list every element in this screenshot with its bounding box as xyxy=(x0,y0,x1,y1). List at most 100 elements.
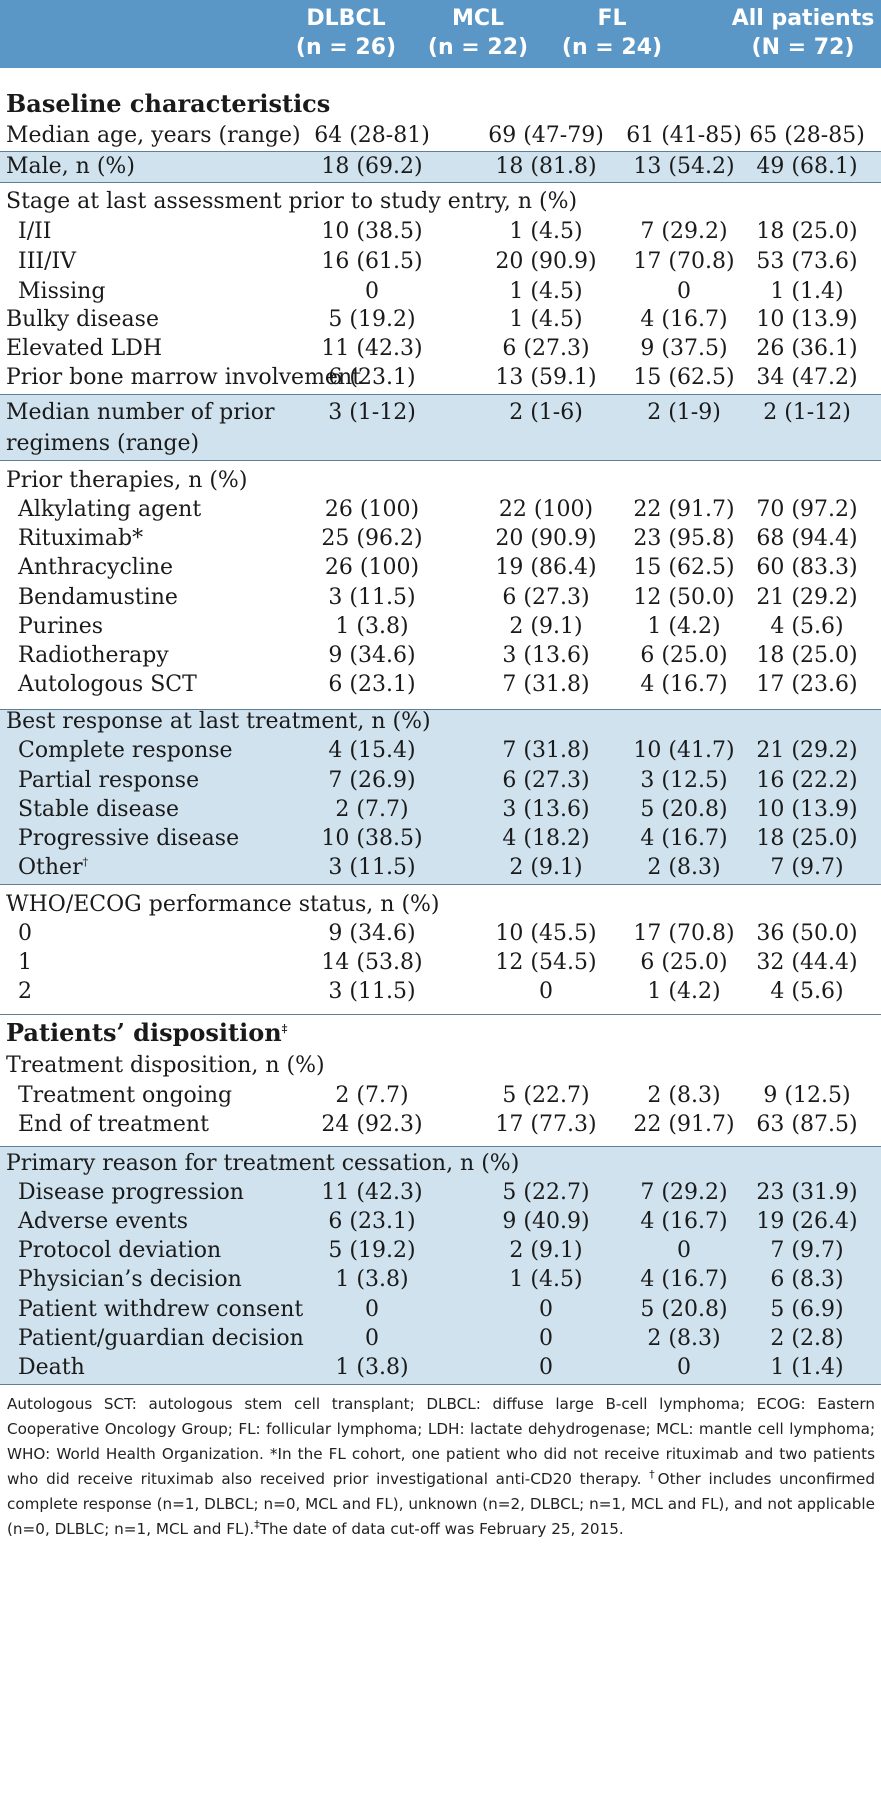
row-heading: Stage at last assessment prior to study … xyxy=(6,189,578,214)
cell-fl: 1 (4.2) xyxy=(647,614,721,639)
cell-mcl: 1 (4.5) xyxy=(509,219,583,244)
cell-fl: 5 (20.8) xyxy=(640,1297,728,1322)
cell-all: 19 (26.4) xyxy=(756,1209,858,1234)
cell-dlbcl: 9 (34.6) xyxy=(328,921,416,946)
cell-fl: 4 (16.7) xyxy=(640,672,728,697)
row-label: Radiotherapy xyxy=(18,643,169,668)
table-row: Purines 1 (3.8) 2 (9.1) 1 (4.2) 4 (5.6) xyxy=(0,611,881,642)
table-row: Protocol deviation 5 (19.2) 2 (9.1) 0 7 … xyxy=(0,1235,881,1266)
cell-fl: 4 (16.7) xyxy=(640,307,728,332)
cell-dlbcl: 3 (11.5) xyxy=(328,979,416,1004)
table-row: Autologous SCT 6 (23.1) 7 (31.8) 4 (16.7… xyxy=(0,669,881,700)
table-row: I/II 10 (38.5) 1 (4.5) 7 (29.2) 18 (25.0… xyxy=(0,216,881,247)
cell-dlbcl: 1 (3.8) xyxy=(335,614,409,639)
cell-dlbcl: 6 (23.1) xyxy=(328,1209,416,1234)
cell-mcl: 20 (90.9) xyxy=(495,249,597,274)
cell-mcl: 20 (90.9) xyxy=(495,526,597,551)
cell-dlbcl: 2 (7.7) xyxy=(335,797,409,822)
cell-mcl: 3 (13.6) xyxy=(502,797,590,822)
cell-all: 23 (31.9) xyxy=(756,1180,858,1205)
table-row: 1 14 (53.8) 12 (54.5) 6 (25.0) 32 (44.4) xyxy=(0,947,881,978)
cell-mcl: 2 (9.1) xyxy=(509,855,583,880)
cell-dlbcl: 7 (26.9) xyxy=(328,768,416,793)
cell-all: 18 (25.0) xyxy=(756,219,858,244)
table-row: Disease progression 11 (42.3) 5 (22.7) 7… xyxy=(0,1177,881,1208)
row-label: Purines xyxy=(18,614,104,639)
cell-all: 2 (2.8) xyxy=(770,1326,844,1351)
cell-all: 17 (23.6) xyxy=(756,672,858,697)
cell-all: 21 (29.2) xyxy=(756,585,858,610)
table-row: Progressive disease 10 (38.5) 4 (18.2) 4… xyxy=(0,823,881,854)
cell-fl: 22 (91.7) xyxy=(633,497,735,522)
cell-dlbcl: 16 (61.5) xyxy=(321,249,423,274)
header-n: (n = 24) xyxy=(561,35,663,60)
header-n: (N = 72) xyxy=(751,35,855,60)
cell-dlbcl: 6 (23.1) xyxy=(328,672,416,697)
cell-all: 68 (94.4) xyxy=(756,526,858,551)
cell-fl: 9 (37.5) xyxy=(640,336,728,361)
cell-mcl: 7 (31.8) xyxy=(502,672,590,697)
row-label: Stable disease xyxy=(18,797,180,822)
cell-all: 70 (97.2) xyxy=(756,497,858,522)
row-label: 0 xyxy=(18,921,32,946)
row-label: Median number of prior regimens (range) xyxy=(6,400,275,456)
table-row: Patient withdrew consent 0 0 5 (20.8) 5 … xyxy=(0,1294,881,1325)
cell-dlbcl: 3 (11.5) xyxy=(328,585,416,610)
table-row: Physician’s decision 1 (3.8) 1 (4.5) 4 (… xyxy=(0,1264,881,1295)
band-response xyxy=(0,709,881,884)
cell-fl: 12 (50.0) xyxy=(633,585,735,610)
row-label: Progressive disease xyxy=(18,826,240,851)
cell-dlbcl: 3 (1-12) xyxy=(328,400,416,425)
cell-mcl: 4 (18.2) xyxy=(502,826,590,851)
table-row: Anthracycline 26 (100) 19 (86.4) 15 (62.… xyxy=(0,552,881,583)
cell-all: 1 (1.4) xyxy=(770,1355,844,1380)
cell-mcl: 3 (13.6) xyxy=(502,643,590,668)
cell-mcl: 12 (54.5) xyxy=(495,950,597,975)
cell-dlbcl: 11 (42.3) xyxy=(321,336,423,361)
cell-all: 6 (8.3) xyxy=(770,1267,844,1292)
header-name: DLBCL xyxy=(306,6,386,31)
row-label: Alkylating agent xyxy=(18,497,202,522)
rule xyxy=(0,1146,881,1147)
row-label: Median age, years (range) xyxy=(6,123,301,148)
cell-all: 49 (68.1) xyxy=(756,154,858,179)
table-row: Radiotherapy 9 (34.6) 3 (13.6) 6 (25.0) … xyxy=(0,640,881,671)
cell-all: 4 (5.6) xyxy=(770,979,844,1004)
footnote-dagger: Other includes unconfirmed complete resp… xyxy=(7,1470,876,1538)
cell-fl: 22 (91.7) xyxy=(633,1112,735,1137)
row-label: Male, n (%) xyxy=(6,154,135,179)
row-label: Patient withdrew consent xyxy=(18,1297,304,1322)
table-row: Alkylating agent 26 (100) 22 (100) 22 (9… xyxy=(0,494,881,525)
band-male xyxy=(0,151,881,182)
cell-all: 9 (12.5) xyxy=(763,1083,851,1108)
cell-mcl: 2 (1-6) xyxy=(509,400,583,425)
footnote-dagger-mark: † xyxy=(649,1467,658,1481)
rule xyxy=(0,709,881,710)
section-title: Patients’ disposition‡ xyxy=(0,1017,881,1048)
table-header: DLBCL (n = 26) MCL (n = 22) FL (n = 24) … xyxy=(0,0,881,68)
cell-mcl: 10 (45.5) xyxy=(495,921,597,946)
table-row: Other† 3 (11.5) 2 (9.1) 2 (8.3) 7 (9.7) xyxy=(0,852,881,883)
table-row: Bendamustine 3 (11.5) 6 (27.3) 12 (50.0)… xyxy=(0,582,881,613)
cell-fl: 6 (25.0) xyxy=(640,643,728,668)
cell-all: 53 (73.6) xyxy=(756,249,858,274)
dagger-mark: † xyxy=(82,855,89,869)
row-heading: Primary reason for treatment cessation, … xyxy=(6,1151,520,1176)
cell-fl: 13 (54.2) xyxy=(633,154,735,179)
row-heading: WHO/ECOG performance status, n (%) xyxy=(6,892,440,917)
table-row: 0 9 (34.6) 10 (45.5) 17 (70.8) 36 (50.0) xyxy=(0,918,881,949)
row-label: I/II xyxy=(18,219,52,244)
cell-mcl: 6 (27.3) xyxy=(502,585,590,610)
header-name: FL xyxy=(597,6,627,31)
cell-all: 16 (22.2) xyxy=(756,768,858,793)
cell-fl: 3 (12.5) xyxy=(640,768,728,793)
row-label: Death xyxy=(18,1355,85,1380)
rule xyxy=(0,151,881,152)
cell-dlbcl: 2 (7.7) xyxy=(335,1083,409,1108)
cell-mcl: 0 xyxy=(539,1355,553,1380)
row-label: Elevated LDH xyxy=(6,336,163,361)
cell-all: 1 (1.4) xyxy=(770,279,844,304)
header-name: MCL xyxy=(451,6,505,31)
cell-fl: 0 xyxy=(677,1355,691,1380)
ddagger-mark: ‡ xyxy=(281,1022,288,1035)
